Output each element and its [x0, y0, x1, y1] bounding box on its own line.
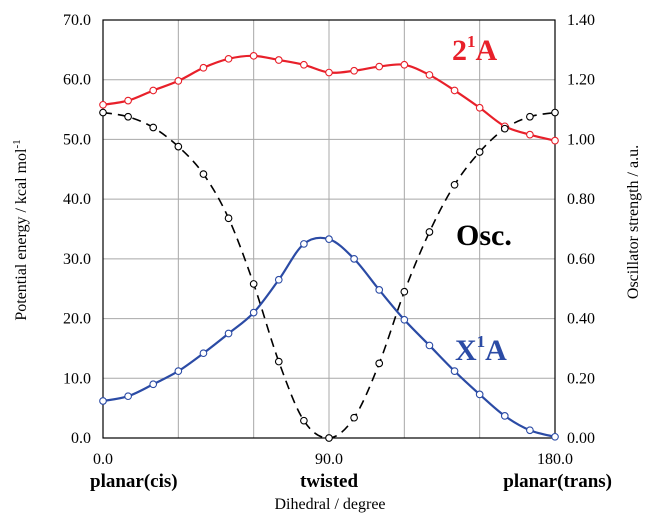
series-0-point — [249, 51, 258, 60]
x-tick-label: 90.0 — [315, 451, 343, 468]
series-2-point — [375, 286, 384, 294]
x-axis-ticks: 0.0 90.0 180.0 — [93, 451, 573, 468]
series-label-2-1-a-main: 2 — [452, 34, 467, 67]
series-0-point — [124, 96, 132, 105]
series-2-point — [551, 432, 559, 441]
series-1-point — [124, 112, 132, 121]
series-label-2-1-a: 21A — [452, 32, 498, 67]
y-left-tick-label: 0.0 — [71, 430, 91, 447]
series-0-point — [400, 60, 409, 69]
x-category-labels: planar(cis) twisted planar(trans) — [90, 471, 612, 492]
series-label-x-1-a: X1A — [455, 332, 507, 367]
series-label-x-1-a-sup: 1 — [477, 332, 486, 351]
x-axis-label: Dihedral / degree — [274, 496, 385, 513]
series-2-point — [300, 240, 308, 248]
series-2-point — [224, 329, 233, 338]
y-left-tick-label: 10.0 — [63, 370, 91, 387]
series-1-point — [400, 287, 409, 296]
series-1-point — [224, 214, 233, 223]
series-1-point — [551, 108, 559, 117]
series-2-point — [174, 367, 183, 375]
series-1-point — [300, 416, 308, 425]
y-axis-label-left: Potential energy / kcal mol-1 — [11, 139, 30, 320]
series-1-point — [199, 170, 208, 178]
series-2-point — [99, 397, 107, 405]
series-1-point — [500, 124, 509, 133]
y-left-tick-label: 30.0 — [63, 251, 91, 268]
series-2-point — [149, 380, 158, 389]
series-0-point — [149, 86, 158, 95]
series-1-point — [249, 280, 258, 288]
series-2-point — [249, 308, 258, 317]
series-1-point — [350, 413, 358, 422]
y-axis-label-left-text: Potential energy / kcal mol — [13, 148, 30, 321]
series-1-point — [526, 112, 534, 121]
y-right-tick-label: 1.00 — [567, 131, 595, 148]
series-2-point — [325, 235, 333, 244]
series-1-point — [425, 228, 434, 236]
series-0-point — [224, 54, 233, 63]
y-left-tick-label: 20.0 — [63, 311, 91, 328]
series-2-point — [475, 390, 484, 399]
series-2-point — [274, 275, 283, 284]
x-category-label: planar(cis) — [90, 471, 178, 492]
series-1-point — [174, 142, 183, 151]
series-label-x-1-a-tail: A — [485, 334, 507, 367]
series-label-2-1-a-tail: A — [476, 34, 498, 67]
series-1-point — [99, 108, 107, 117]
series-0-point — [375, 62, 384, 71]
y-left-tick-label: 40.0 — [63, 191, 91, 208]
series-1-point — [325, 434, 333, 442]
series-0-point — [99, 100, 107, 109]
series-2-point — [199, 349, 208, 358]
x-tick-label: 180.0 — [537, 451, 573, 468]
x-tick-label: 0.0 — [93, 451, 113, 468]
series-2-point — [500, 412, 509, 420]
series-1-point — [149, 123, 158, 132]
series-label-2-1-a-sup: 1 — [467, 32, 476, 51]
series-0-point — [174, 77, 183, 85]
left-axis-ticks: 0.0 10.0 20.0 30.0 40.0 50.0 60.0 70.0 — [63, 12, 91, 447]
series-1-point — [375, 359, 384, 368]
series-2-point — [526, 426, 534, 435]
series-0-point — [450, 86, 459, 95]
y-right-tick-label: 0.00 — [567, 430, 595, 447]
series-2-point — [124, 392, 132, 401]
series-0-point — [300, 60, 308, 69]
series-2-point — [400, 315, 409, 324]
series-0-point — [199, 63, 208, 72]
series-1-point — [475, 148, 484, 156]
series-label-x-1-a-main: X — [455, 334, 477, 367]
x-category-label: twisted — [300, 471, 358, 492]
x-category-label: planar(trans) — [503, 471, 612, 492]
series-points — [99, 51, 559, 442]
y-axis-label-left-sup: -1 — [11, 139, 23, 148]
y-right-tick-label: 1.40 — [567, 12, 595, 29]
series-2-point — [450, 367, 459, 375]
y-axis-label-right: Oscillator strength / a.u. — [625, 145, 642, 299]
series-0-point — [425, 71, 434, 79]
series-2-point — [350, 255, 358, 263]
y-right-tick-label: 0.40 — [567, 311, 595, 328]
y-right-tick-label: 0.80 — [567, 191, 595, 208]
y-right-tick-label: 0.60 — [567, 251, 595, 268]
y-left-tick-label: 50.0 — [63, 131, 91, 148]
series-0-point — [274, 56, 283, 64]
series-1-point — [274, 357, 283, 366]
series-0-point — [551, 136, 559, 145]
y-left-tick-label: 70.0 — [63, 12, 91, 29]
series-2-point — [425, 341, 434, 350]
y-right-tick-label: 0.20 — [567, 370, 595, 387]
series-0-point — [325, 68, 333, 77]
series-1-point — [450, 180, 459, 189]
y-left-tick-label: 60.0 — [63, 72, 91, 89]
y-right-tick-label: 1.20 — [567, 72, 595, 89]
series-0-point — [475, 103, 484, 112]
right-axis-ticks: 0.00 0.20 0.40 0.60 0.80 1.00 1.20 1.40 — [567, 12, 595, 447]
series-0-point — [526, 130, 534, 139]
series-0-point — [350, 66, 358, 75]
series-label-osc: Osc. — [456, 219, 512, 252]
